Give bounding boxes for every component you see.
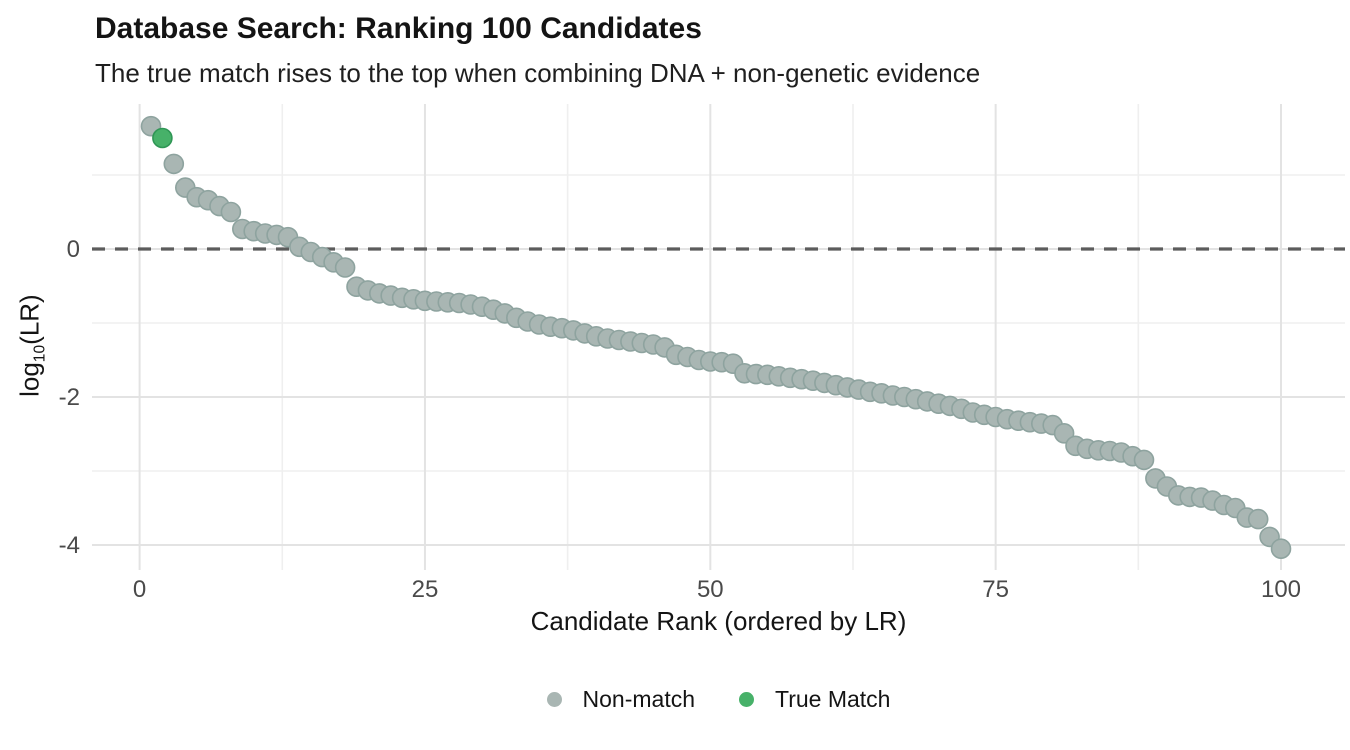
legend-label-truematch: True Match [775, 686, 891, 712]
chart-subtitle: The true match rises to the top when com… [95, 58, 981, 88]
y-axis-title-subscript: 10 [31, 344, 49, 363]
x-tick-label: 0 [133, 576, 146, 603]
x-tick-label: 25 [412, 576, 439, 603]
non-match-point [163, 153, 185, 175]
y-tick-label: -4 [59, 532, 80, 559]
nonmatch-dot-icon [546, 692, 562, 707]
x-tick-label: 50 [697, 576, 724, 603]
y-tick-label: -2 [59, 384, 80, 411]
legend-label-nonmatch: Non-match [582, 686, 695, 712]
legend-item-truematch: True Match [739, 686, 890, 713]
non-match-point [1247, 508, 1269, 530]
x-tick-label: 100 [1261, 576, 1301, 603]
legend-item-nonmatch: Non-match [546, 686, 695, 713]
truematch-dot-icon [739, 692, 754, 707]
y-tick-label: 0 [67, 236, 80, 263]
chart-title: Database Search: Ranking 100 Candidates [95, 12, 702, 45]
y-axis-title-post: (LR) [14, 294, 45, 345]
non-match-point [1270, 538, 1292, 560]
y-axis-title: log10(LR) [14, 236, 49, 456]
y-axis-title-pre: log [14, 362, 45, 397]
true-match-point [152, 127, 173, 149]
non-match-point [1133, 449, 1155, 471]
non-match-point [220, 201, 242, 223]
x-axis-title: Candidate Rank (ordered by LR) [530, 606, 907, 636]
non-match-point [334, 257, 356, 278]
legend: Non-match True Match [0, 686, 1350, 713]
x-tick-label: 75 [982, 576, 1009, 603]
